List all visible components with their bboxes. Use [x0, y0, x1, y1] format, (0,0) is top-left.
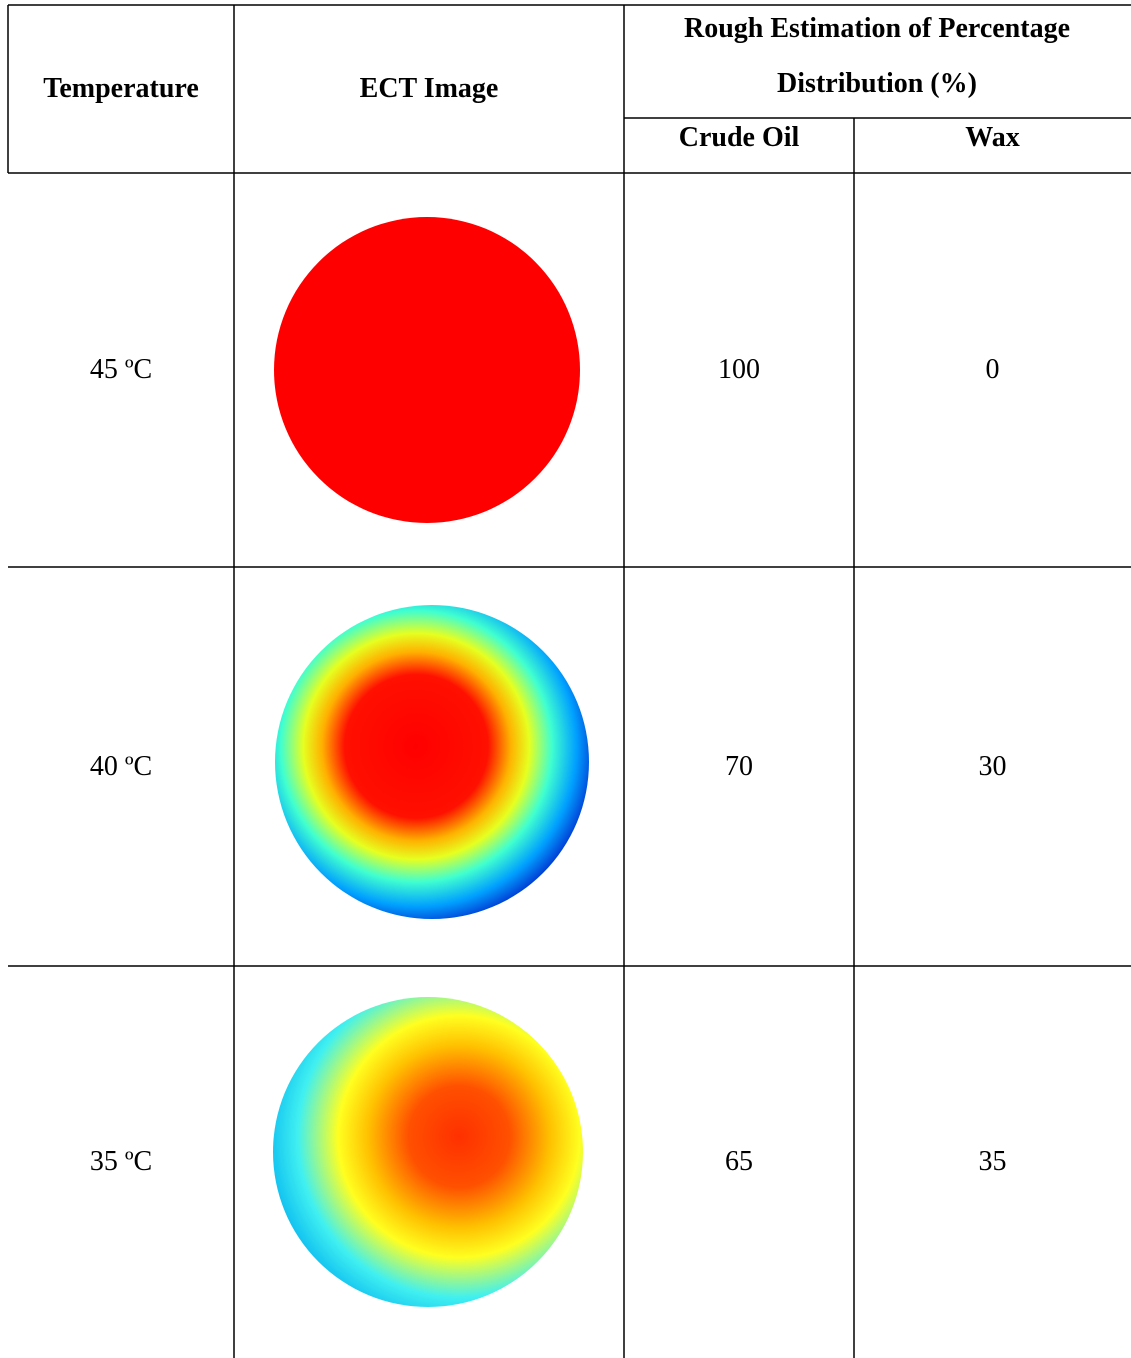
- header-cell: Temperature: [8, 5, 234, 173]
- ect-image: [273, 997, 583, 1307]
- table-cell: 0: [854, 173, 1131, 567]
- header-cell: ECT Image: [234, 5, 624, 173]
- table-cell: 30: [854, 567, 1131, 966]
- table-cell: 100: [624, 173, 854, 567]
- table-cell: 35 ºC: [8, 966, 234, 1358]
- ect-image: [275, 605, 589, 919]
- table-cell: 35: [854, 966, 1131, 1358]
- table-cell: 45 ºC: [8, 173, 234, 567]
- header-cell: Rough Estimation of Percentage Distribut…: [647, 0, 1107, 112]
- table-cell: 65: [624, 966, 854, 1358]
- header-cell: Wax: [854, 118, 1131, 158]
- table-cell: 70: [624, 567, 854, 966]
- page: Temperature ECT Image Rough Estimation o…: [0, 0, 1131, 1358]
- table-cell: 40 ºC: [8, 567, 234, 966]
- header-cell: Crude Oil: [624, 118, 854, 158]
- ect-image: [274, 217, 580, 523]
